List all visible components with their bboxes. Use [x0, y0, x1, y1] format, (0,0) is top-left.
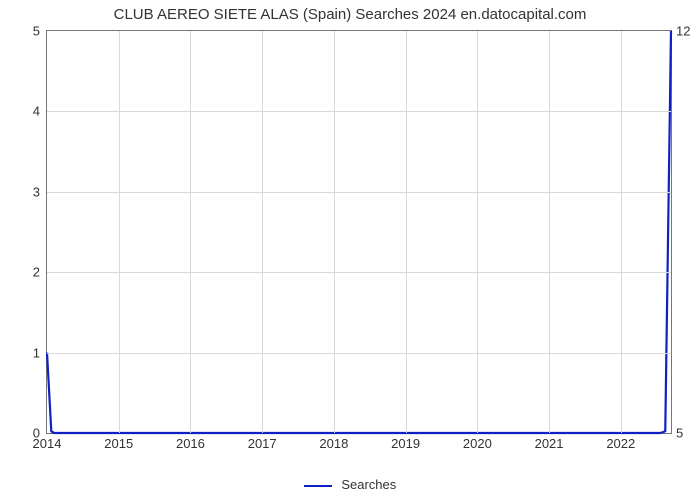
- y-tick-left: 5: [8, 24, 40, 39]
- y-tick-left: 3: [8, 184, 40, 199]
- y-tick-right: 12: [676, 24, 690, 39]
- chart-container: CLUB AEREO SIETE ALAS (Spain) Searches 2…: [0, 0, 700, 500]
- x-tick: 2016: [176, 436, 205, 451]
- grid-v: [621, 31, 622, 433]
- x-tick: 2020: [463, 436, 492, 451]
- chart-title: CLUB AEREO SIETE ALAS (Spain) Searches 2…: [0, 6, 700, 23]
- legend: Searches: [0, 477, 700, 492]
- x-tick: 2021: [535, 436, 564, 451]
- plot-area: [46, 30, 672, 434]
- y-tick-left: 1: [8, 345, 40, 360]
- grid-v: [190, 31, 191, 433]
- x-tick: 2015: [104, 436, 133, 451]
- grid-h: [47, 272, 671, 273]
- grid-v: [549, 31, 550, 433]
- grid-v: [119, 31, 120, 433]
- x-tick: 2014: [33, 436, 62, 451]
- series-searches: [47, 31, 671, 433]
- y-tick-right: 5: [676, 426, 683, 441]
- legend-label: Searches: [341, 477, 396, 492]
- x-tick: 2022: [606, 436, 635, 451]
- y-tick-left: 4: [8, 104, 40, 119]
- grid-v: [262, 31, 263, 433]
- grid-v: [406, 31, 407, 433]
- line-series: [47, 31, 671, 433]
- grid-h: [47, 192, 671, 193]
- x-tick: 2019: [391, 436, 420, 451]
- x-tick: 2018: [319, 436, 348, 451]
- grid-v: [477, 31, 478, 433]
- grid-v: [334, 31, 335, 433]
- y-tick-left: 2: [8, 265, 40, 280]
- legend-swatch: [304, 485, 332, 487]
- grid-h: [47, 353, 671, 354]
- x-tick: 2017: [248, 436, 277, 451]
- grid-h: [47, 111, 671, 112]
